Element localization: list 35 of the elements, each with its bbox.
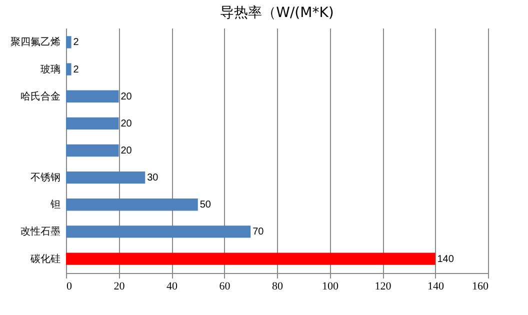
bar <box>66 252 436 265</box>
x-tick-label: 100 <box>322 280 339 292</box>
x-tick-label: 140 <box>428 280 444 292</box>
data-label: 50 <box>200 200 212 211</box>
data-label: 20 <box>120 91 132 102</box>
data-label: 30 <box>147 172 159 184</box>
bar <box>66 144 119 157</box>
x-tick-label: 80 <box>272 280 284 292</box>
x-tick-label: 0 <box>66 280 72 292</box>
bar <box>66 36 72 48</box>
bar <box>66 171 146 184</box>
x-tick-label: 120 <box>374 280 392 292</box>
data-label: 2 <box>73 37 80 48</box>
bar <box>66 117 119 130</box>
y-tick-label: 聚四氟乙烯 <box>10 36 60 48</box>
data-label: 2 <box>73 64 80 76</box>
x-tick-label: 160 <box>472 280 489 292</box>
y-tick-label: 不锈钢 <box>30 172 60 184</box>
bar <box>66 63 72 76</box>
y-tick-label: 碳化硅 <box>30 252 60 265</box>
x-tick-label: 40 <box>166 280 178 292</box>
y-tick-label: 玻璃 <box>40 63 60 76</box>
data-label: 20 <box>120 146 132 156</box>
x-tick-label: 60 <box>219 280 231 292</box>
chart-title: 导热率（W/(M*K) <box>220 5 334 21</box>
y-tick-label: 钽 <box>50 200 60 211</box>
y-tick-label: 改性石墨 <box>20 226 60 238</box>
data-label: 140 <box>437 254 454 265</box>
bar <box>66 198 198 211</box>
data-label: 70 <box>252 226 264 238</box>
x-tick-label: 20 <box>114 280 126 292</box>
data-label: 20 <box>120 118 132 130</box>
y-tick-label: 哈氏合金 <box>20 90 60 102</box>
bar <box>66 226 251 238</box>
bar <box>66 90 119 102</box>
